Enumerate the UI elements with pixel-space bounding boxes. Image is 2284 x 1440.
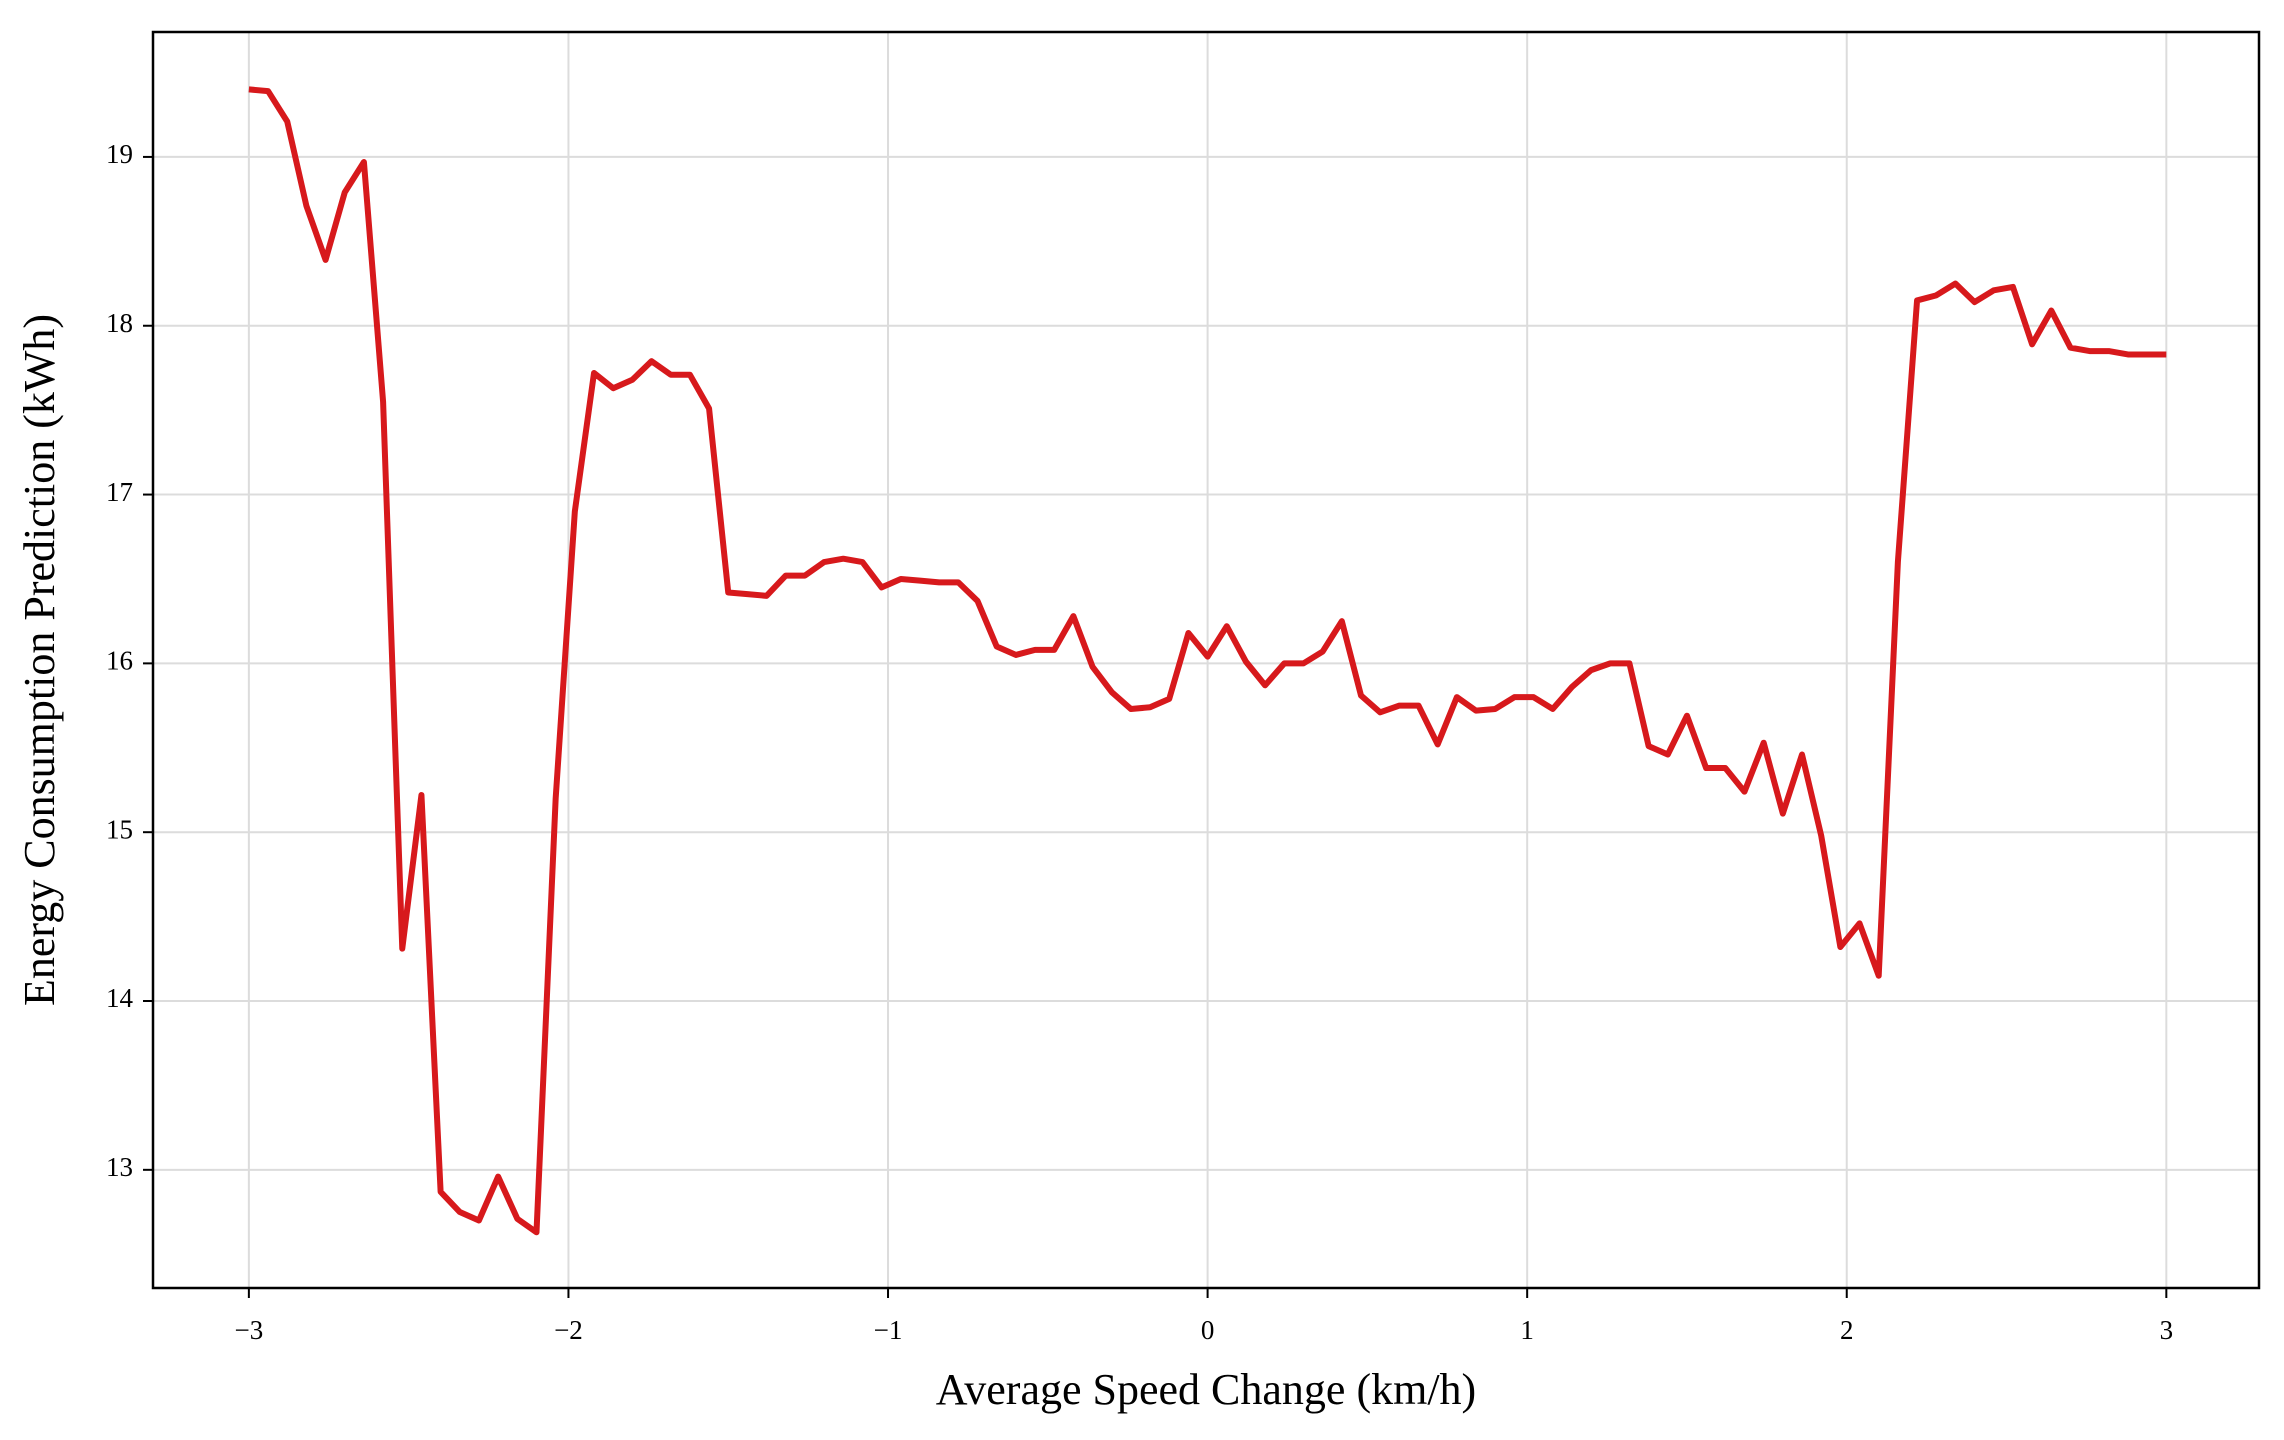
x-axis-label: Average Speed Change (km/h) xyxy=(936,1365,1476,1414)
y-tick-label: 19 xyxy=(106,139,133,169)
x-tick-label: 1 xyxy=(1520,1315,1534,1345)
y-tick-label: 13 xyxy=(106,1152,133,1182)
plot-frame xyxy=(151,30,2261,1290)
y-axis-label: Energy Consumption Prediction (kWh) xyxy=(15,314,64,1006)
x-tick-label: 0 xyxy=(1201,1315,1215,1345)
x-tick-label: 3 xyxy=(2160,1315,2174,1345)
x-tick-label: −1 xyxy=(874,1315,903,1345)
y-tick-label: 17 xyxy=(106,477,133,507)
x-tick-label: −2 xyxy=(554,1315,583,1345)
y-tick-label: 18 xyxy=(106,308,133,338)
y-tick-label: 16 xyxy=(106,646,133,676)
x-tick-label: 2 xyxy=(1840,1315,1854,1345)
data-line xyxy=(248,86,2167,1236)
y-tick-label: 14 xyxy=(106,983,134,1013)
y-tick-label: 15 xyxy=(106,814,133,844)
x-tick-label: −3 xyxy=(235,1315,264,1345)
